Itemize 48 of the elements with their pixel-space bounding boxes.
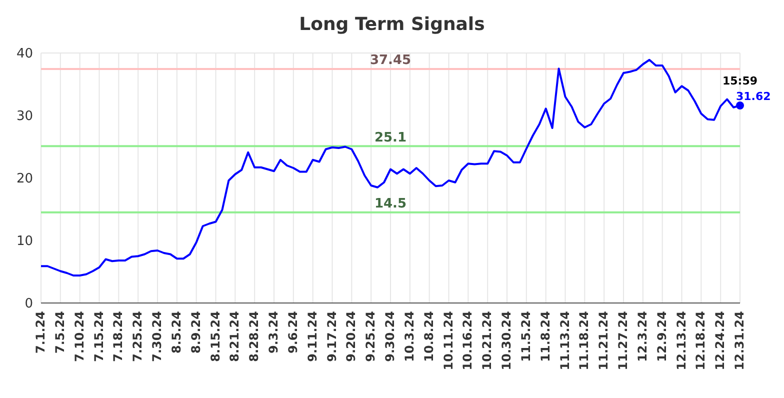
y-tick-label: 0 <box>24 296 33 312</box>
x-tick-label: 7.15.24 <box>92 311 106 362</box>
x-tick-label: 10.21.24 <box>480 311 494 370</box>
x-tick-label: 10.11.24 <box>441 311 456 370</box>
x-tick-label: 7.25.24 <box>130 311 145 362</box>
x-tick-label: 7.18.24 <box>111 311 126 362</box>
x-tick-label: 8.5.24 <box>169 311 184 354</box>
ref-line-label: 37.45 <box>370 53 412 68</box>
ref-line-label: 25.1 <box>374 130 407 146</box>
x-tick-label: 9.25.24 <box>364 311 378 362</box>
x-tick-label: 9.30.24 <box>383 311 398 362</box>
x-tick-label: 7.30.24 <box>150 311 164 362</box>
x-tick-label: 8.9.24 <box>188 311 203 354</box>
y-tick-label: 30 <box>16 109 33 124</box>
x-tick-label: 12.3.24 <box>635 311 650 362</box>
x-tick-label: 11.27.24 <box>616 311 630 370</box>
x-tick-label: 8.21.24 <box>228 311 242 362</box>
x-tick-label: 12.24.24 <box>713 311 728 370</box>
chart-title: Long Term Signals <box>298 14 486 35</box>
annotation: 31.62 <box>736 90 771 103</box>
x-tick-label: 8.15.24 <box>208 311 222 362</box>
x-tick-label: 12.13.24 <box>674 311 688 370</box>
x-tick-label: 11.8.24 <box>538 311 552 362</box>
annotation: 15:59 <box>722 74 758 88</box>
x-tick-label: 10.16.24 <box>460 311 475 370</box>
x-tick-label: 9.20.24 <box>344 311 358 362</box>
y-tick-label: 20 <box>16 172 33 187</box>
x-tick-label: 8.28.24 <box>247 311 262 362</box>
x-tick-label: 10.30.24 <box>500 311 514 370</box>
x-tick-label: 9.6.24 <box>286 311 300 354</box>
x-tick-label: 10.8.24 <box>422 311 436 362</box>
x-tick-label: 9.3.24 <box>266 311 281 354</box>
x-tick-label: 11.21.24 <box>596 311 611 370</box>
x-tick-label: 12.31.24 <box>732 311 747 370</box>
x-tick-label: 9.11.24 <box>305 311 320 362</box>
ref-line-label: 14.5 <box>374 196 407 212</box>
x-tick-label: 12.9.24 <box>654 311 669 362</box>
x-tick-label: 7.10.24 <box>72 311 86 362</box>
x-tick-label: 10.3.24 <box>402 311 416 362</box>
x-tick-label: 7.5.24 <box>52 311 67 354</box>
x-tick-label: 11.13.24 <box>558 311 572 370</box>
x-tick-label: 11.5.24 <box>518 311 533 362</box>
x-tick-label: 12.18.24 <box>694 311 708 370</box>
y-tick-label: 40 <box>16 46 33 62</box>
x-tick-label: 9.17.24 <box>324 311 339 362</box>
x-tick-label: 7.1.24 <box>34 311 48 354</box>
y-tick-label: 10 <box>16 234 33 250</box>
x-tick-label: 11.18.24 <box>577 311 592 370</box>
